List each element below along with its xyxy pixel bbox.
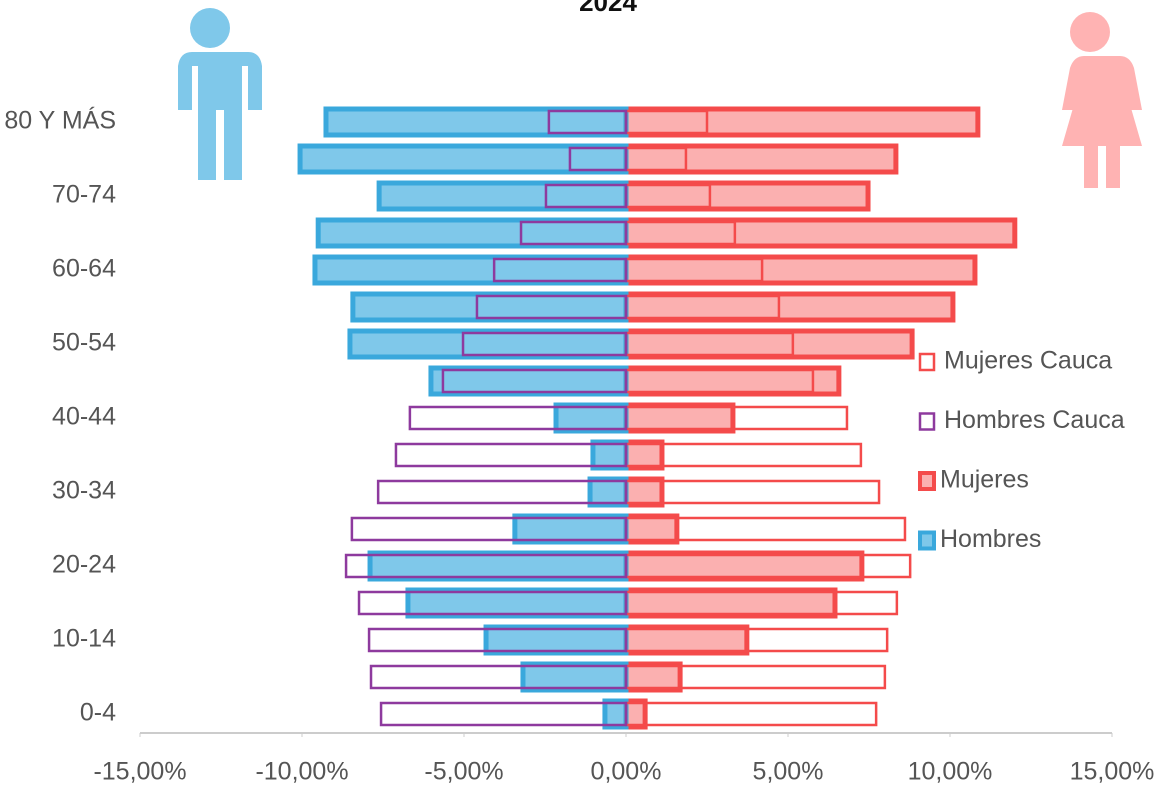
bar — [379, 701, 628, 727]
y-tick-label: 0-4 — [80, 699, 116, 727]
bar — [405, 587, 629, 619]
bar — [344, 553, 628, 579]
bar — [512, 513, 629, 545]
bar — [347, 328, 629, 360]
bar — [428, 365, 629, 397]
y-tick-label: 80 Y MÁS — [4, 106, 116, 135]
bar — [461, 331, 628, 357]
y-tick-label: 60-64 — [52, 255, 116, 283]
bar — [623, 587, 838, 619]
x-tick-label: -10,00% — [255, 758, 348, 786]
legend-swatch — [918, 530, 936, 551]
bar — [623, 513, 680, 545]
bar — [408, 405, 628, 431]
legend-label: Hombres Cauca — [944, 406, 1125, 434]
male-icon — [172, 8, 262, 180]
bar — [312, 254, 629, 286]
bar — [568, 146, 628, 172]
bar — [623, 291, 956, 323]
bar — [520, 661, 629, 693]
bar — [297, 143, 629, 175]
legend-label: Mujeres Cauca — [944, 347, 1112, 375]
bar — [350, 516, 628, 542]
bar — [357, 590, 628, 616]
y-tick-label: 50-54 — [52, 329, 116, 357]
bar — [624, 701, 878, 727]
bar — [623, 624, 750, 656]
bar — [623, 402, 736, 434]
bar — [623, 143, 899, 175]
bar — [623, 328, 915, 360]
chart-title: 2024 — [579, 0, 637, 17]
y-tick-label: 40-44 — [52, 403, 116, 431]
bar — [623, 217, 1018, 249]
bar — [623, 365, 842, 397]
bar — [623, 698, 648, 730]
x-tick-label: -15,00% — [93, 758, 186, 786]
bar — [394, 442, 628, 468]
y-tick-label: 30-34 — [52, 477, 116, 505]
x-tick-label: 15,00% — [1070, 758, 1155, 786]
bar — [350, 291, 629, 323]
legend-label: Mujeres — [940, 466, 1029, 494]
y-tick-label: 20-24 — [52, 551, 116, 579]
bar — [376, 180, 629, 212]
bar — [315, 217, 629, 249]
bar — [441, 368, 628, 394]
bar — [587, 476, 629, 508]
bar — [623, 439, 665, 471]
bar — [623, 254, 978, 286]
bar — [367, 550, 629, 582]
bar — [623, 180, 871, 212]
bar — [623, 476, 665, 508]
bar — [623, 550, 865, 582]
x-tick-label: 10,00% — [908, 758, 993, 786]
bar — [623, 106, 981, 138]
bar — [483, 624, 629, 656]
bar — [323, 106, 629, 138]
y-tick-label: 10-14 — [52, 625, 116, 653]
legend-swatch — [918, 352, 936, 372]
bar — [553, 402, 629, 434]
bar — [623, 661, 683, 693]
y-tick-label: 70-74 — [52, 181, 116, 209]
bar — [492, 257, 628, 283]
bar — [602, 698, 629, 730]
bar — [519, 220, 628, 246]
x-tick-label: -5,00% — [424, 758, 503, 786]
x-tick-label: 0,00% — [591, 758, 662, 786]
bar — [376, 479, 628, 505]
female-icon — [1060, 12, 1142, 188]
bar — [544, 183, 628, 209]
bar — [367, 627, 628, 653]
legend-swatch — [918, 471, 936, 491]
bar — [590, 439, 629, 471]
bar — [547, 109, 628, 135]
legend-label: Hombres — [940, 525, 1041, 553]
bar — [475, 294, 628, 320]
legend-swatch — [918, 412, 936, 431]
bar — [369, 664, 628, 690]
x-tick-label: 5,00% — [753, 758, 824, 786]
